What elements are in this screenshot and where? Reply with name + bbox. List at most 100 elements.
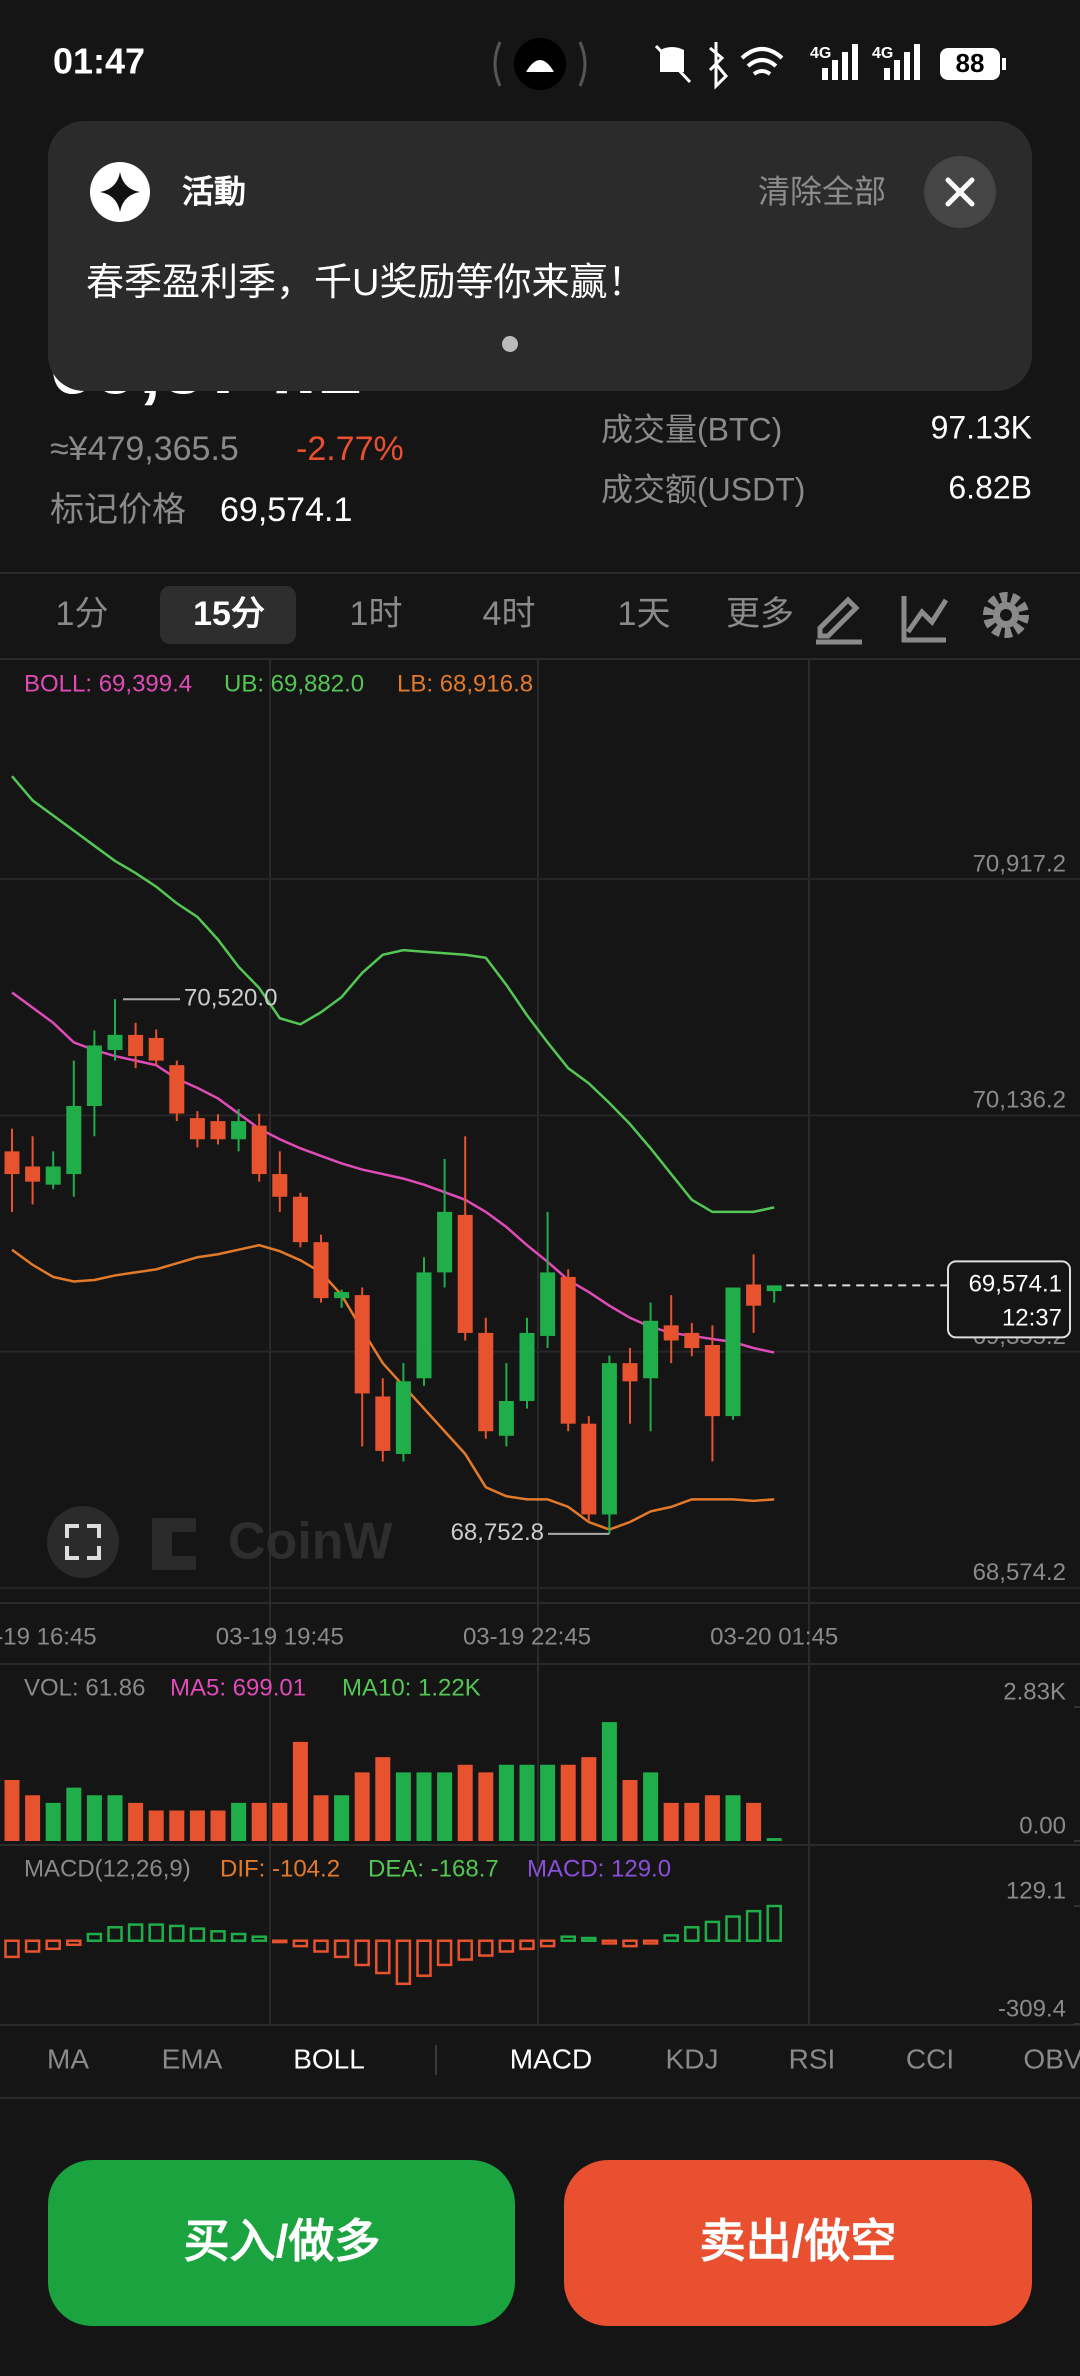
- candle-body: [148, 1037, 164, 1061]
- stat-label: 成交额(USDT): [601, 471, 805, 507]
- x-tick-label: 03-20 01:45: [710, 1623, 838, 1650]
- macd-bar: [272, 1939, 288, 1944]
- boll-line: [11, 1243, 775, 1531]
- indicator-tab[interactable]: KDJ: [666, 2043, 719, 2074]
- cny-price: ≈¥479,365.5: [50, 430, 239, 468]
- macd-bar: [704, 1920, 721, 1942]
- indicator-tab[interactable]: MACD: [510, 2043, 592, 2074]
- close-button[interactable]: [924, 156, 996, 228]
- candle-body: [86, 1045, 102, 1107]
- macd-bar: [725, 1915, 741, 1942]
- indicator-label: MACD(12,26,9): [24, 1855, 191, 1882]
- macd-bar: [581, 1936, 597, 1942]
- candle-body: [354, 1295, 370, 1394]
- candle-body: [663, 1325, 679, 1341]
- notification[interactable]: 活動 清除全部 春季盈利季，千U奖励等你来赢！: [48, 121, 1032, 391]
- draw-tool[interactable]: [816, 596, 862, 645]
- macd-bar: [127, 1923, 144, 1942]
- candle-body: [560, 1276, 576, 1424]
- candle-body: [498, 1400, 514, 1436]
- candle-body: [251, 1125, 267, 1175]
- macd-bar: [66, 1939, 82, 1947]
- macd-bar: [230, 1932, 247, 1942]
- macd-bar: [313, 1939, 329, 1953]
- macd-bar: [292, 1939, 309, 1948]
- volume-bar: [25, 1795, 41, 1841]
- indicator-tab[interactable]: EMA: [162, 2043, 223, 2074]
- low-label: 68,752.8: [451, 1519, 544, 1546]
- macd-bar: [251, 1935, 267, 1942]
- fullscreen-button[interactable]: [47, 1506, 119, 1578]
- candle-body: [395, 1381, 411, 1454]
- volume-bar: [416, 1772, 432, 1841]
- macd-bar: [45, 1939, 61, 1951]
- y-tick-label: -309.4: [998, 1995, 1066, 2022]
- notification-title: 活動: [182, 173, 246, 209]
- macd-bar: [519, 1939, 535, 1951]
- macd-bar: [395, 1939, 412, 1986]
- indicator-label: BOLL: 69,399.4: [24, 670, 192, 697]
- macd-bar: [766, 1904, 782, 1942]
- y-tick-label: 0.00: [1019, 1812, 1066, 1839]
- volume-bar: [272, 1802, 288, 1841]
- stat-value: 97.13K: [931, 409, 1032, 445]
- macd-bar: [354, 1939, 370, 1967]
- interval-tab[interactable]: 1天: [618, 595, 671, 633]
- candle-body: [746, 1284, 762, 1306]
- macd-bar: [24, 1939, 41, 1953]
- indicator-tab[interactable]: CCI: [906, 2043, 954, 2074]
- settings-tool[interactable]: [983, 592, 1029, 638]
- candle-body: [66, 1106, 82, 1175]
- indicator-tab[interactable]: MA: [47, 2043, 89, 2074]
- y-tick-label: 70,917.2: [973, 850, 1066, 877]
- sell-label: 卖出/做空: [700, 2215, 897, 2267]
- volume-bar: [766, 1838, 782, 1841]
- macd-bar: [622, 1939, 638, 1948]
- status-icons: [654, 42, 1006, 90]
- boll-line: [11, 775, 775, 1214]
- interval-tab[interactable]: 更多: [726, 595, 794, 633]
- candle-body: [766, 1285, 782, 1292]
- candle-body: [107, 1034, 123, 1051]
- volume-bar: [643, 1772, 659, 1841]
- watermark: CoinW: [152, 1513, 394, 1571]
- interval-tab[interactable]: 1分: [56, 595, 109, 633]
- macd-bar: [663, 1934, 679, 1942]
- sell-button[interactable]: 卖出/做空: [564, 2160, 1032, 2326]
- macd-bar: [560, 1935, 576, 1942]
- notification-icon-star: [100, 172, 140, 212]
- candle-body: [231, 1121, 247, 1140]
- volume-bar: [519, 1764, 535, 1841]
- indicator-tabs: MA EMA BOLL MACD KDJ RSI CCI OBV: [47, 2043, 1080, 2074]
- volume-bar: [725, 1795, 741, 1841]
- candle-body: [581, 1423, 597, 1515]
- island-icon: [493, 38, 587, 90]
- indicator-tab[interactable]: OBV: [1023, 2043, 1080, 2074]
- macd-bar: [478, 1939, 494, 1957]
- volume-bar: [663, 1802, 679, 1841]
- macd-bar: [539, 1939, 556, 1948]
- indicator-tool[interactable]: [901, 596, 949, 643]
- mark-price-label: 标记价格: [50, 491, 186, 529]
- indicator-tab[interactable]: BOLL: [293, 2043, 365, 2074]
- buy-label: 买入/做多: [184, 2215, 381, 2267]
- interval-tab[interactable]: 1时: [350, 595, 403, 633]
- indicator-label: MACD: 129.0: [527, 1855, 671, 1882]
- page-dot: [502, 336, 518, 352]
- volume-bar: [581, 1757, 597, 1841]
- indicator-tab[interactable]: RSI: [789, 2043, 836, 2074]
- macd-bar: [745, 1909, 762, 1942]
- macd-bar: [457, 1939, 473, 1961]
- stat-value: 6.82B: [948, 469, 1032, 505]
- interval-tab[interactable]: 15分: [193, 595, 265, 633]
- interval-tab[interactable]: 4时: [483, 595, 536, 633]
- clear-all[interactable]: 清除全部: [758, 173, 886, 209]
- macd-bar: [436, 1939, 453, 1967]
- network-label: 4G: [872, 45, 893, 62]
- candle-body: [478, 1332, 494, 1432]
- candle-body: [334, 1292, 350, 1299]
- buy-button[interactable]: 买入/做多: [48, 2160, 515, 2326]
- x-tick-label: 03-19 19:45: [216, 1623, 344, 1650]
- indicator-label: DEA: -168.7: [368, 1855, 499, 1882]
